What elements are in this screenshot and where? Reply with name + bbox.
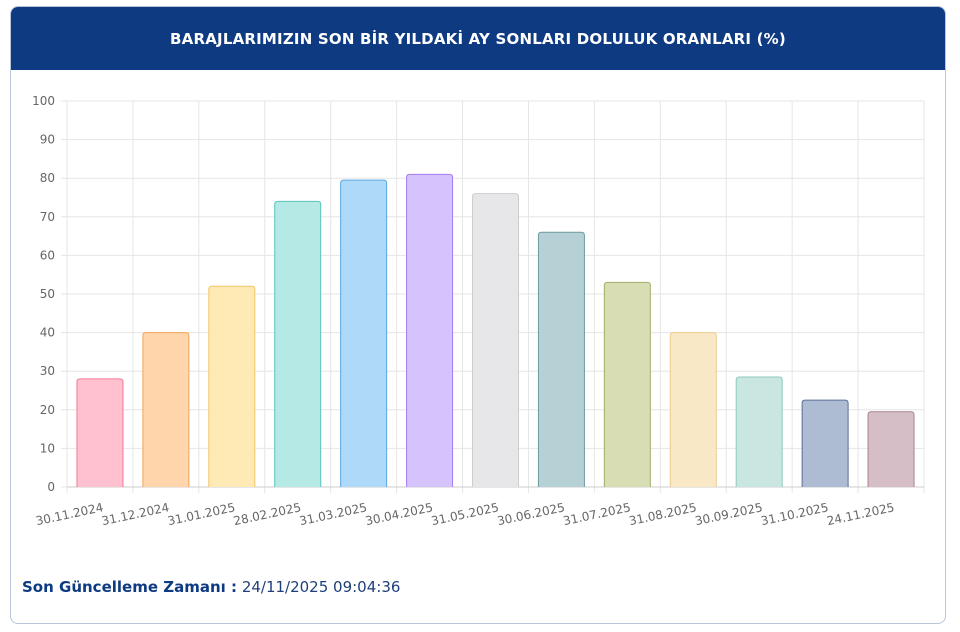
x-tick-label: 28.02.2025 <box>232 500 302 528</box>
y-tick-label: 10 <box>40 441 55 455</box>
y-tick-label: 70 <box>40 210 55 224</box>
x-tick-label: 31.10.2025 <box>760 500 830 528</box>
x-tick-label: 31.07.2025 <box>562 500 632 528</box>
y-tick-label: 20 <box>40 403 55 417</box>
x-tick-label: 31.03.2025 <box>298 500 368 528</box>
y-tick-label: 100 <box>32 94 55 108</box>
x-tick-label: 31.01.2025 <box>166 500 236 528</box>
x-tick-label: 31.05.2025 <box>430 500 500 528</box>
x-tick-label: 31.12.2024 <box>100 500 170 528</box>
bar-31.01.2025 <box>208 285 256 487</box>
chart-title: BARAJLARIMIZIN SON BİR YILDAKİ AY SONLAR… <box>170 29 786 48</box>
chart-card: BARAJLARIMIZIN SON BİR YILDAKİ AY SONLAR… <box>10 6 946 624</box>
y-tick-label: 90 <box>40 133 55 147</box>
y-tick-label: 60 <box>40 248 55 262</box>
bar-31.05.2025 <box>472 193 519 487</box>
x-tick-label: 30.04.2025 <box>364 500 434 528</box>
bar-28.02.2025 <box>274 200 322 487</box>
y-tick-label: 40 <box>40 326 55 340</box>
bar-31.12.2024 <box>142 332 190 487</box>
bar-31.07.2025 <box>603 281 651 487</box>
x-tick-label: 30.11.2024 <box>34 500 104 528</box>
bar-31.03.2025 <box>340 179 388 487</box>
bar-30.11.2024 <box>76 378 124 487</box>
x-tick-label: 30.06.2025 <box>496 500 566 528</box>
y-tick-label: 80 <box>40 171 55 185</box>
last-update-value: 24/11/2025 09:04:36 <box>241 578 401 596</box>
bar-30.06.2025 <box>537 231 585 487</box>
last-update: Son Güncelleme Zamanı : 24/11/2025 09:04… <box>22 578 400 596</box>
y-tick-label: 50 <box>40 287 55 301</box>
last-update-label: Son Güncelleme Zamanı : <box>22 578 238 596</box>
bar-24.11.2025 <box>867 411 915 487</box>
bar-31.08.2025 <box>669 332 717 487</box>
y-tick-label: 30 <box>40 364 55 378</box>
x-tick-label: 30.09.2025 <box>694 500 764 528</box>
bar-30.04.2025 <box>406 173 454 487</box>
bar-31.10.2025 <box>801 399 849 487</box>
x-tick-label: 24.11.2025 <box>826 500 896 528</box>
card-header: BARAJLARIMIZIN SON BİR YILDAKİ AY SONLAR… <box>11 7 945 70</box>
bar-30.09.2025 <box>735 376 783 487</box>
y-tick-label: 0 <box>47 480 55 494</box>
x-tick-label: 31.08.2025 <box>628 500 698 528</box>
